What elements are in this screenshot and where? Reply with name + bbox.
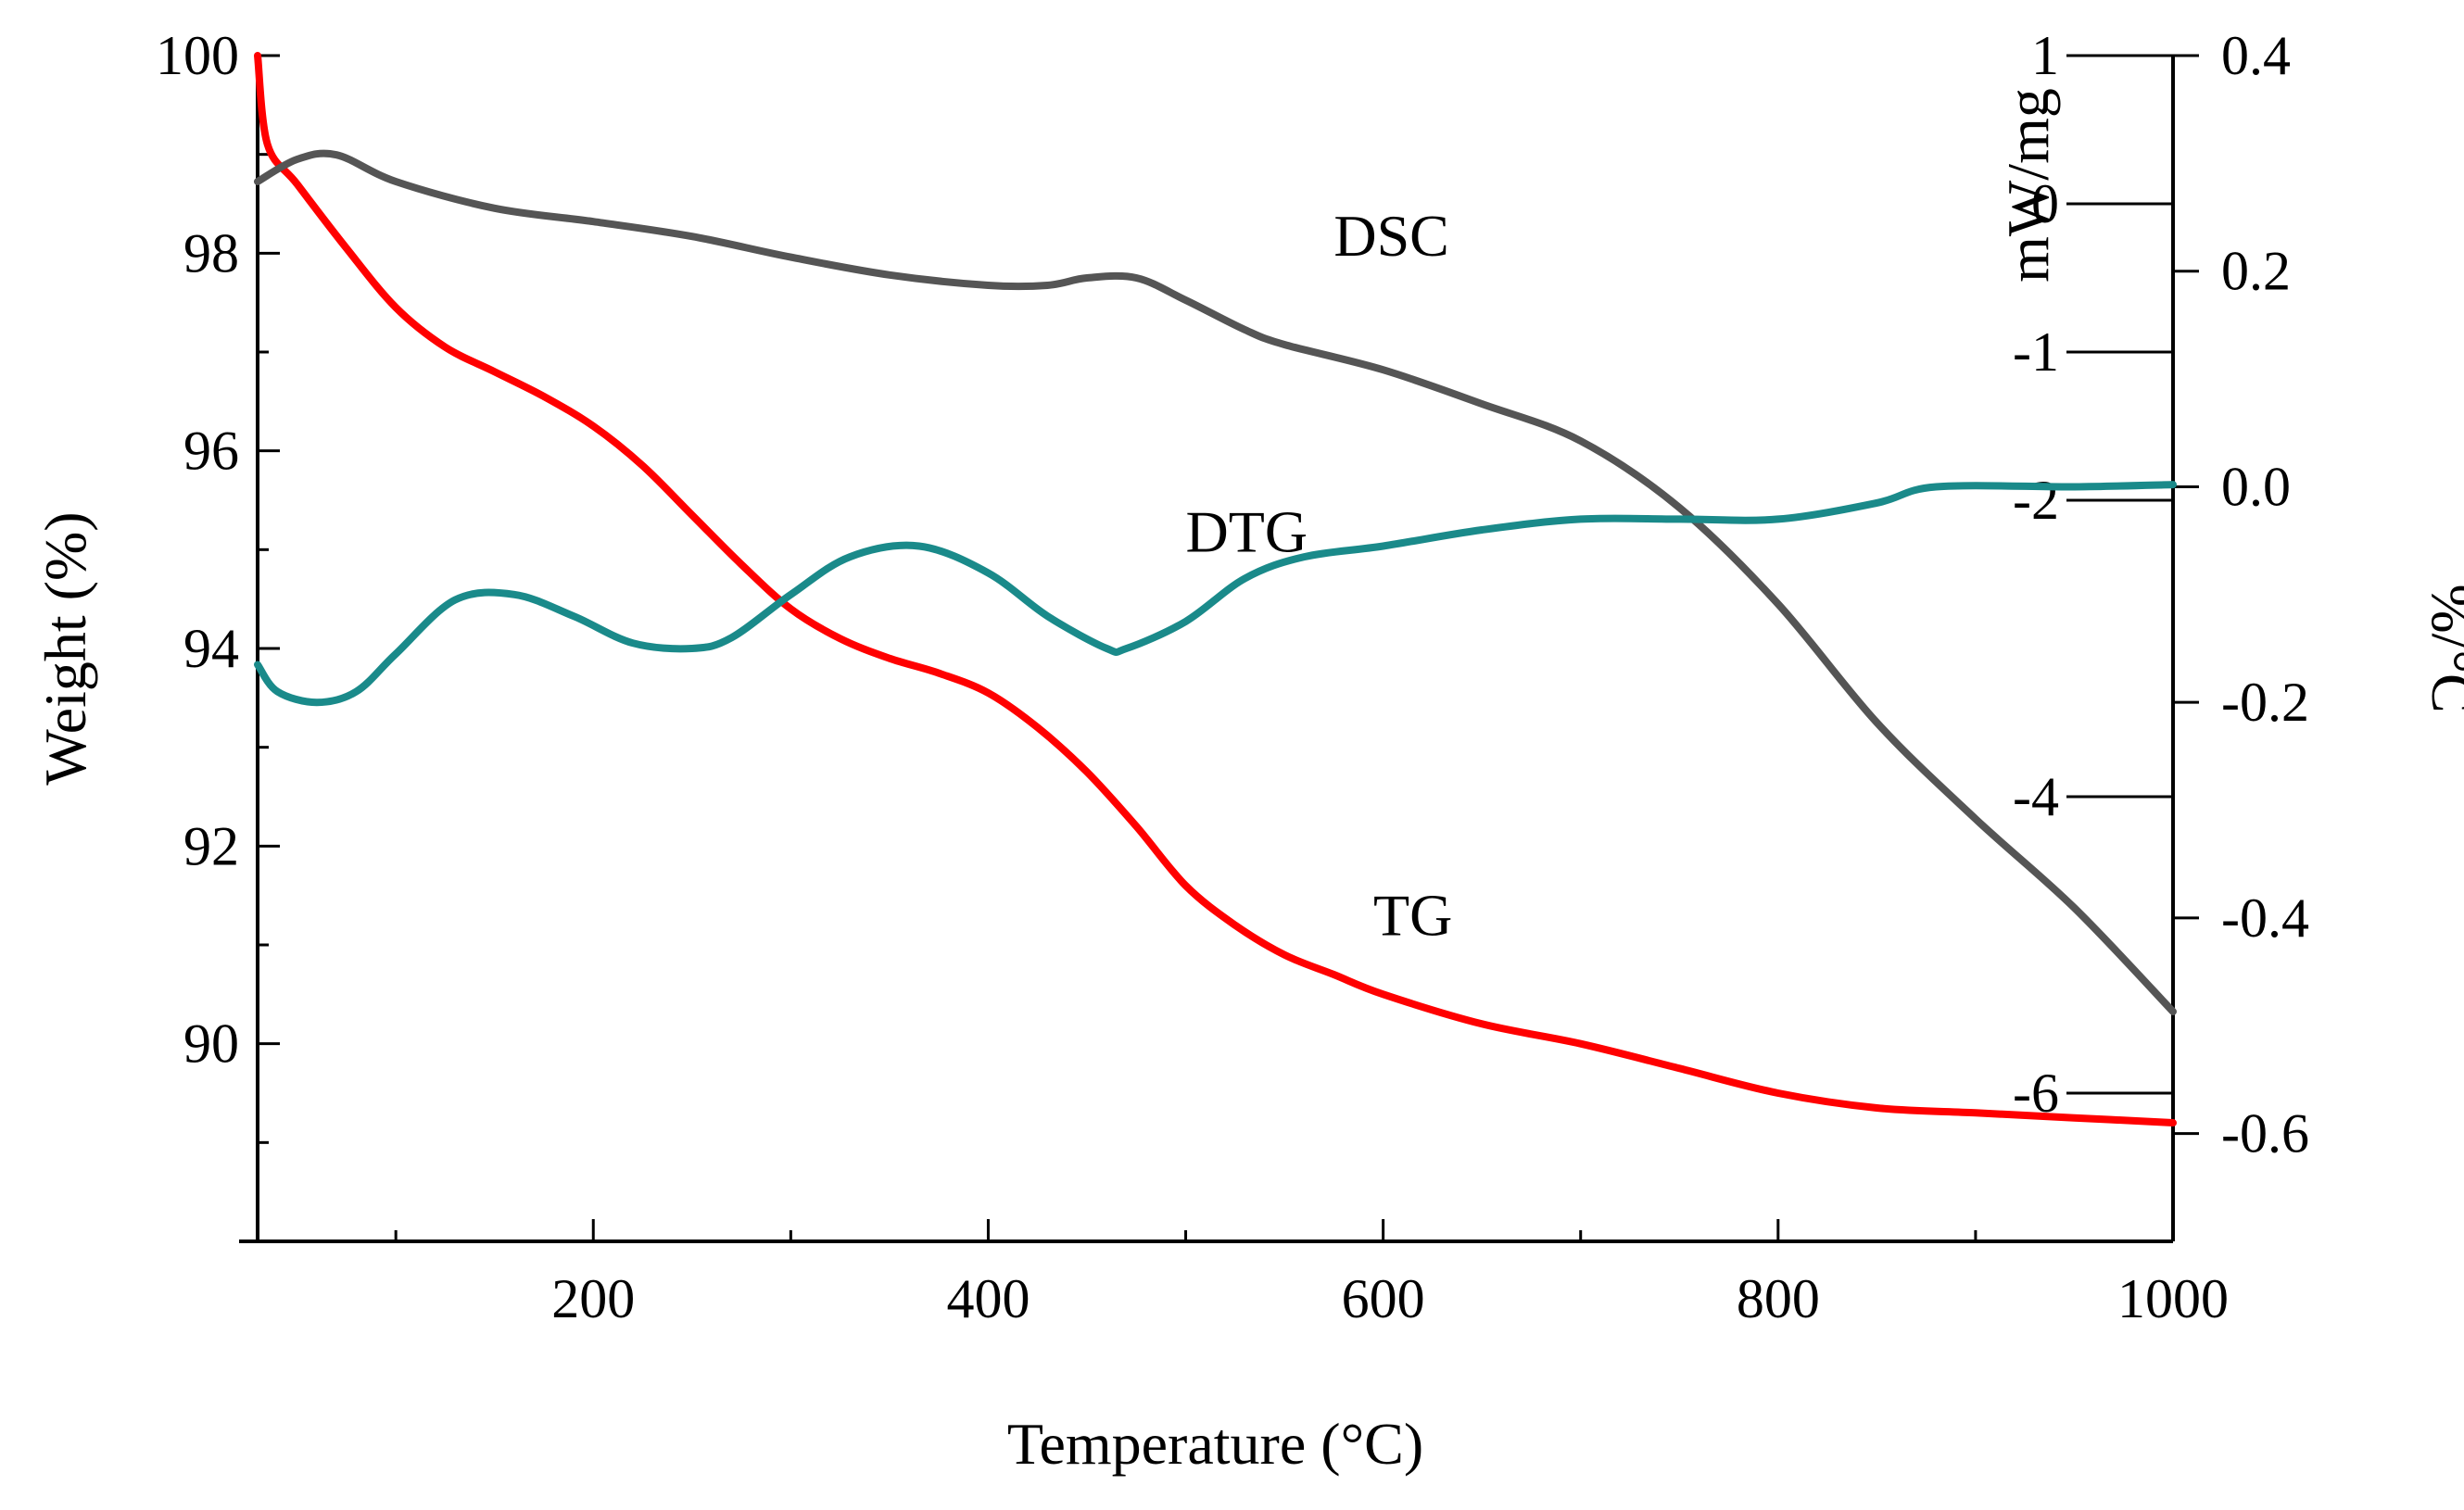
dsc-tick-label: 1 [2031, 25, 2059, 86]
x-tick-label: 1000 [2117, 1268, 2229, 1329]
weight-tick-label: 94 [183, 618, 239, 679]
series-line-dsc [254, 149, 2177, 1015]
weight-tick-label: 100 [156, 25, 239, 86]
dtg-tick-label: 0.4 [2221, 25, 2291, 86]
curve-label-dtg: DTG [1186, 498, 1308, 564]
dtg-tick-label: 0.0 [2221, 456, 2291, 517]
dsc-tick-label: -2 [2013, 470, 2059, 531]
x-tick-label: 400 [946, 1268, 1030, 1329]
curve-label-dsc: DSC [1333, 203, 1449, 269]
weight-tick-label: 96 [183, 421, 239, 482]
series-line-tg [254, 52, 2177, 1126]
dtg-tick-label: 0.2 [2221, 241, 2291, 302]
dsc-tick-label: -4 [2013, 766, 2059, 827]
dsc-tick-label: 0 [2031, 173, 2059, 234]
weight-tick-label: 90 [183, 1013, 239, 1075]
weight-tick-label: 92 [183, 815, 239, 876]
dtg-tick-label: -0.6 [2221, 1103, 2309, 1164]
curve-label-tg: TG [1373, 882, 1452, 948]
x-tick-label: 200 [551, 1268, 635, 1329]
weight-axis-title: Weight (%) [32, 511, 98, 785]
x-tick-label: 600 [1342, 1268, 1425, 1329]
dtg-axis-title: %/°C [2420, 584, 2464, 712]
dtg-tick-label: -0.4 [2221, 887, 2309, 949]
x-tick-label: 800 [1737, 1268, 1820, 1329]
weight-tick-label: 98 [183, 222, 239, 283]
series-line-dtg [254, 481, 2177, 707]
dsc-tick-label: -1 [2013, 321, 2059, 383]
dtg-tick-label: -0.2 [2221, 672, 2309, 733]
dsc-axis-title: mW/mg [1995, 88, 2061, 283]
x-axis-title: Temperature (°C) [1007, 1411, 1423, 1477]
